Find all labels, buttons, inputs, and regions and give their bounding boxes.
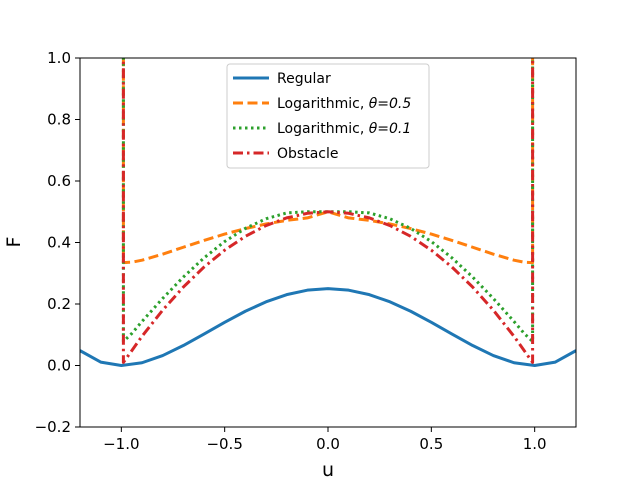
legend-label-text: Logarithmic, <box>277 96 369 112</box>
legend-label-0: Regular <box>277 71 331 87</box>
y-tick-label: −0.2 <box>35 418 71 436</box>
y-tick-label: 0.8 <box>47 111 71 129</box>
series-line-1 <box>121 58 535 265</box>
legend-box <box>226 63 430 169</box>
y-tick-label: 1.0 <box>47 49 71 67</box>
x-tick-label: −0.5 <box>206 435 242 453</box>
series-line-3 <box>121 58 535 364</box>
legend-label-text: Logarithmic, <box>277 121 369 137</box>
y-tick-label: 0.4 <box>47 234 71 252</box>
y-tick-label: 0.0 <box>47 357 71 375</box>
y-tick-label: 0.6 <box>47 172 71 190</box>
legend-label-3: Obstacle <box>277 146 338 162</box>
y-axis-ticks: −0.2 0.0 0.2 0.4 0.6 0.8 1.0 <box>35 49 80 436</box>
series-line-2 <box>121 58 535 343</box>
legend-theta-text: θ=0.5 <box>369 96 412 112</box>
x-tick-label: 0.0 <box>316 435 340 453</box>
legend-label-text: Regular <box>277 71 331 87</box>
x-tick-label: 0.5 <box>419 435 443 453</box>
x-axis-ticks: −1.0 −0.5 0.0 0.5 1.0 <box>103 427 547 453</box>
legend-theta-text: θ=0.1 <box>369 121 412 137</box>
series-line-0 <box>80 287 576 367</box>
x-tick-label: −1.0 <box>103 435 139 453</box>
x-tick-label: 1.0 <box>523 435 547 453</box>
x-axis-label: u <box>322 459 334 480</box>
y-axis-label: F <box>3 237 25 248</box>
legend-label-1: Logarithmic, θ=0.5 <box>277 96 411 112</box>
series-layer <box>80 58 576 367</box>
legend-label-2: Logarithmic, θ=0.1 <box>277 121 411 137</box>
legend-label-text: Obstacle <box>277 146 338 162</box>
y-tick-label: 0.2 <box>47 295 71 313</box>
